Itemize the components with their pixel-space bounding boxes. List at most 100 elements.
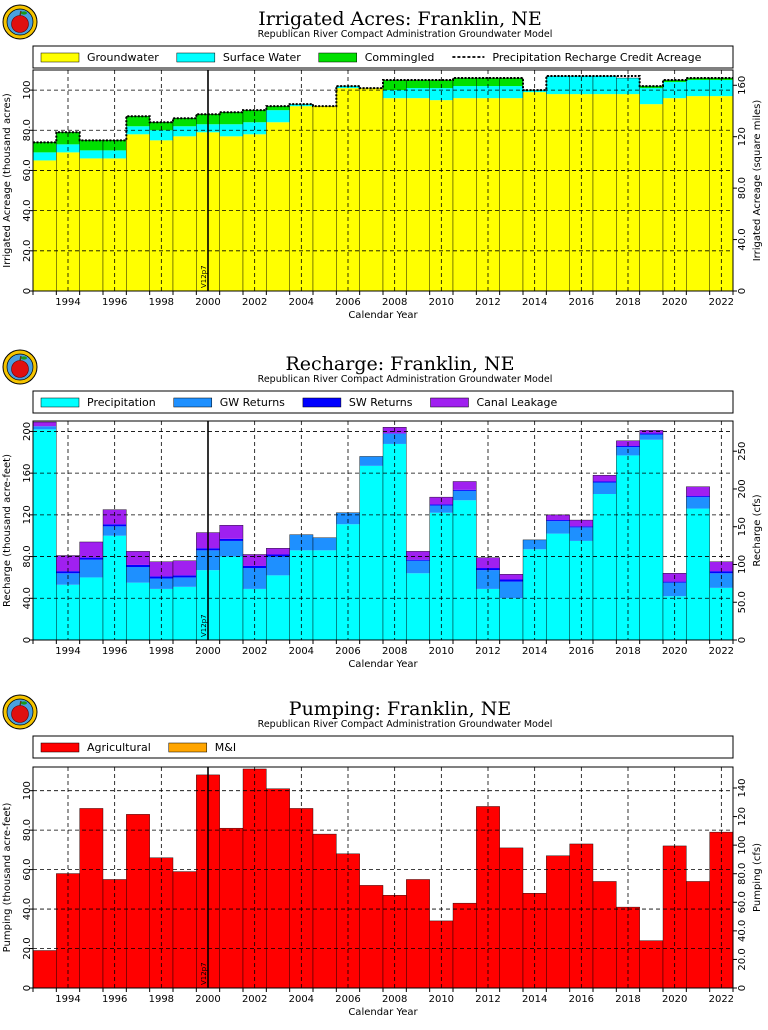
y-axis-label-right: Pumping (cfs) [752, 843, 763, 912]
y-axis-left: 0 20.0 40.0 60.0 80.0 100 Irrigated Acreage (t… [2, 81, 33, 294]
chart-title: Irrigated Acres: Franklin, NE [258, 8, 542, 30]
bar-precipitation [639, 439, 663, 640]
x-tick-label: 2012 [475, 994, 500, 1005]
chart-subtitle: Republican River Compact Administration … [258, 29, 553, 40]
chart-title: Recharge: Franklin, NE [286, 353, 515, 375]
y-tick-label-right: 20.0 [737, 948, 748, 970]
bar-precipitation [359, 465, 383, 640]
x-tick-label: 2002 [242, 297, 267, 308]
apple-logo [2, 4, 38, 40]
bar-sw-returns [686, 496, 710, 498]
bar-agricultural [639, 940, 663, 988]
bar-canal-leakage [103, 509, 127, 525]
bar-gw-returns [499, 581, 523, 599]
bar-precipitation [289, 550, 313, 640]
grid [33, 70, 733, 291]
bar-groundwater [219, 136, 243, 291]
bar-agricultural [243, 768, 267, 988]
x-tick-label: 2000 [195, 297, 220, 308]
bar-gw-returns [476, 570, 500, 589]
bar-commingled [266, 106, 290, 111]
y-tick-label-right: 120 [737, 807, 748, 826]
bar-gw-returns [313, 537, 337, 551]
x-tick-label: 2018 [615, 297, 640, 308]
bar-commingled [243, 110, 267, 123]
x-tick-label: 2010 [429, 646, 454, 657]
x-axis: 1994 1996 1998 2000 2002 2004 2006 2008 2010 2012… [32, 640, 734, 670]
y-tick-label-right: 50.0 [737, 591, 748, 613]
bar-agricultural [33, 950, 57, 988]
y-tick-label-right: 0 [737, 637, 748, 643]
bar-canal-leakage [453, 481, 477, 490]
bar-sw-returns [709, 571, 733, 574]
bar-commingled [499, 78, 523, 87]
logo-apple-stem [19, 355, 22, 362]
y-tick-label: 120 [22, 505, 33, 524]
x-tick-label: 1996 [102, 646, 127, 657]
bar-gw-returns [173, 577, 197, 587]
bar-groundwater [709, 96, 733, 291]
bar-canal-leakage [406, 551, 430, 560]
x-axis: 1994 1996 1998 2000 2002 2004 2006 2008 2010 2012… [32, 988, 734, 1018]
bar-gw-returns [593, 482, 617, 494]
x-tick-label: 2018 [615, 994, 640, 1005]
legend-label: Surface Water [223, 51, 301, 64]
x-tick-label: 2020 [662, 646, 687, 657]
x-tick-label: 1996 [102, 994, 127, 1005]
y-tick-label: 100 [22, 781, 33, 800]
y-axis-label: Pumping (thousand acre-feet) [2, 803, 13, 953]
y-axis-label-right: Irrigated Acreage (square miles) [752, 100, 763, 262]
bar-precipitation [686, 508, 710, 640]
bar-gw-returns [709, 573, 733, 588]
pumping-panel: Pumping: Franklin, NE Republican River Co… [0, 690, 768, 1030]
bar-canal-leakage [593, 475, 617, 482]
legend-swatch [302, 397, 342, 408]
legend: Agricultural M&I [32, 735, 734, 759]
y-tick-label-right: 40.0 [737, 228, 748, 250]
bar-groundwater [663, 98, 687, 291]
bar-commingled [406, 80, 430, 89]
bars [32, 421, 734, 641]
bar-agricultural [126, 814, 150, 988]
bar-commingled [33, 142, 57, 153]
x-tick-label: 1998 [149, 646, 174, 657]
bar-canal-leakage [219, 525, 243, 539]
legend-swatch [176, 52, 216, 63]
y-tick-label: 0 [22, 288, 33, 294]
y-tick-label: 0 [22, 637, 33, 643]
bar-gw-returns [33, 426, 57, 430]
legend-label: Commingled [365, 51, 435, 64]
legend-box [32, 45, 734, 69]
bar-sw-returns [429, 504, 453, 506]
bar-agricultural [429, 920, 453, 988]
bar-sw-returns [616, 446, 640, 448]
bar-canal-leakage [569, 520, 593, 527]
bar-canal-leakage [126, 551, 150, 565]
bar-agricultural [336, 853, 360, 988]
bar-commingled [79, 140, 103, 151]
y-tick-label: 40.0 [22, 587, 33, 609]
x-tick-label: 2008 [382, 994, 407, 1005]
bar-groundwater [79, 158, 103, 291]
bar-agricultural [546, 855, 570, 988]
y-tick-label: 40.0 [22, 898, 33, 920]
legend-swatch [168, 742, 208, 753]
bar-agricultural [453, 903, 477, 988]
bar-sw-returns [266, 554, 290, 557]
bar-sw-returns [219, 538, 243, 541]
y-tick-label-right: 0 [737, 985, 748, 991]
bar-sw-returns [173, 575, 197, 578]
bar-surface-water [266, 110, 290, 123]
bar-sw-returns [593, 481, 617, 483]
y-tick-label-right: 100 [737, 836, 748, 855]
bar-canal-leakage [639, 430, 663, 434]
legend-swatch [40, 742, 80, 753]
bar-commingled [476, 78, 500, 87]
y-tick-label: 160 [22, 464, 33, 483]
bar-groundwater [546, 94, 570, 291]
bar-canal-leakage [79, 541, 103, 558]
y-axis-label: Recharge (thousand acre-feet) [2, 454, 13, 607]
legend-label: Agricultural [87, 741, 151, 754]
